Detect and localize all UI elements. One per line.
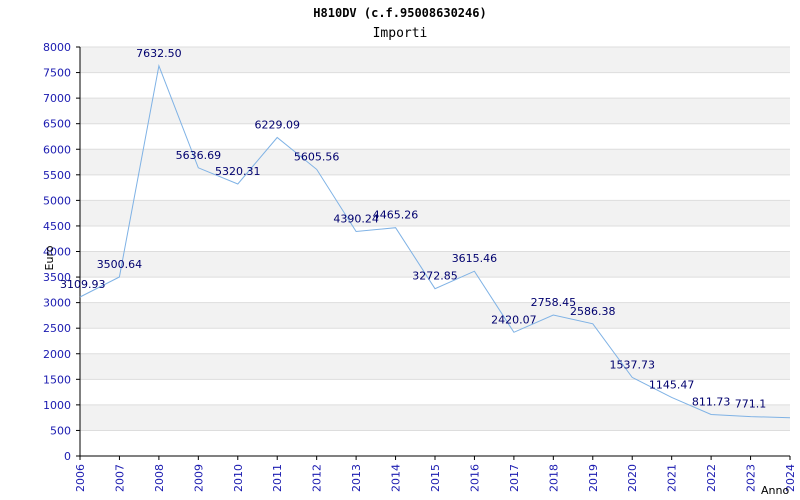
data-label: 2420.07 xyxy=(491,313,537,326)
x-tick-label: 2011 xyxy=(271,464,284,492)
x-tick-label: 2022 xyxy=(705,464,718,492)
x-axis-title: Anno xyxy=(761,484,789,497)
grid-band xyxy=(80,200,790,226)
y-tick-label: 0 xyxy=(64,450,71,463)
x-tick-label: 2010 xyxy=(232,464,245,492)
data-label: 2586.38 xyxy=(570,305,616,318)
y-tick-label: 5500 xyxy=(43,169,71,182)
data-label: 2758.45 xyxy=(531,296,577,309)
x-tick-label: 2024 xyxy=(784,464,797,492)
y-tick-label: 500 xyxy=(50,424,71,437)
x-tick-label: 2021 xyxy=(666,464,679,492)
x-tick-label: 2015 xyxy=(429,464,442,492)
grid-band xyxy=(80,149,790,175)
y-tick-label: 6500 xyxy=(43,118,71,131)
y-tick-label: 7500 xyxy=(43,67,71,80)
data-label: 7632.50 xyxy=(136,47,182,60)
y-tick-label: 4000 xyxy=(43,246,71,259)
data-label: 4465.26 xyxy=(373,209,419,222)
data-label: 3615.46 xyxy=(452,252,498,265)
grid-band xyxy=(80,47,790,73)
chart-subtitle: Importi xyxy=(373,26,428,41)
data-label: 5636.69 xyxy=(176,149,222,162)
x-tick-label: 2008 xyxy=(153,464,166,492)
x-tick-label: 2012 xyxy=(311,464,324,492)
x-tick-label: 2018 xyxy=(547,464,560,492)
data-label: 771.1 xyxy=(735,398,767,411)
y-tick-label: 8000 xyxy=(43,41,71,54)
x-tick-label: 2016 xyxy=(468,464,481,492)
grid-band xyxy=(80,251,790,278)
y-tick-label: 1500 xyxy=(43,373,71,386)
data-label: 3272.85 xyxy=(412,270,458,283)
grid-lines xyxy=(80,46,790,457)
y-axis-ticks: 0 500 1000 1500 2000 2500 3000 3500 4000 4500 5000… xyxy=(43,41,80,463)
grid-band xyxy=(80,98,790,124)
y-tick-label: 2000 xyxy=(43,348,71,361)
x-tick-label: 2009 xyxy=(192,464,205,492)
grid-band xyxy=(80,353,790,380)
data-labels: 3109.93 3500.64 7632.50 5636.69 5320.31 6229.… xyxy=(60,47,766,411)
data-label: 1537.73 xyxy=(609,358,655,371)
x-tick-label: 2013 xyxy=(350,464,363,492)
data-label: 6229.09 xyxy=(254,119,300,132)
grid-bands xyxy=(80,47,790,431)
series-line-group xyxy=(79,63,791,419)
y-tick-label: 6000 xyxy=(43,143,71,156)
y-tick-label: 2500 xyxy=(43,322,71,335)
x-tick-label: 2019 xyxy=(587,464,600,492)
grid-band xyxy=(80,302,790,329)
data-label: 4390.24 xyxy=(333,213,379,226)
x-tick-label: 2020 xyxy=(626,464,639,492)
y-tick-label: 3500 xyxy=(43,271,71,284)
x-tick-label: 2007 xyxy=(113,464,126,492)
data-label: 3500.64 xyxy=(97,258,143,271)
series-line xyxy=(79,63,791,419)
data-label: 5320.31 xyxy=(215,165,261,178)
data-label: 811.73 xyxy=(692,396,731,409)
y-axis-title: Euro xyxy=(43,245,56,270)
data-label: 5605.56 xyxy=(294,150,340,163)
x-tick-label: 2014 xyxy=(390,464,403,492)
x-tick-label: 2017 xyxy=(508,464,521,492)
y-tick-label: 7000 xyxy=(43,92,71,105)
x-tick-label: 2023 xyxy=(745,464,758,492)
y-tick-label: 4500 xyxy=(43,220,71,233)
y-tick-label: 5000 xyxy=(43,194,71,207)
data-label: 1145.47 xyxy=(649,378,695,391)
grid-band xyxy=(80,404,790,431)
chart-title: H810DV (c.f.95008630246) xyxy=(313,6,486,20)
data-label: 3109.93 xyxy=(60,278,106,291)
y-tick-label: 3000 xyxy=(43,297,71,310)
x-axis-ticks: 2006 2007 2008 2009 2010 2011 2012 2013 2014 2015… xyxy=(74,456,797,492)
x-tick-label: 2006 xyxy=(74,464,87,492)
y-tick-label: 1000 xyxy=(43,399,71,412)
